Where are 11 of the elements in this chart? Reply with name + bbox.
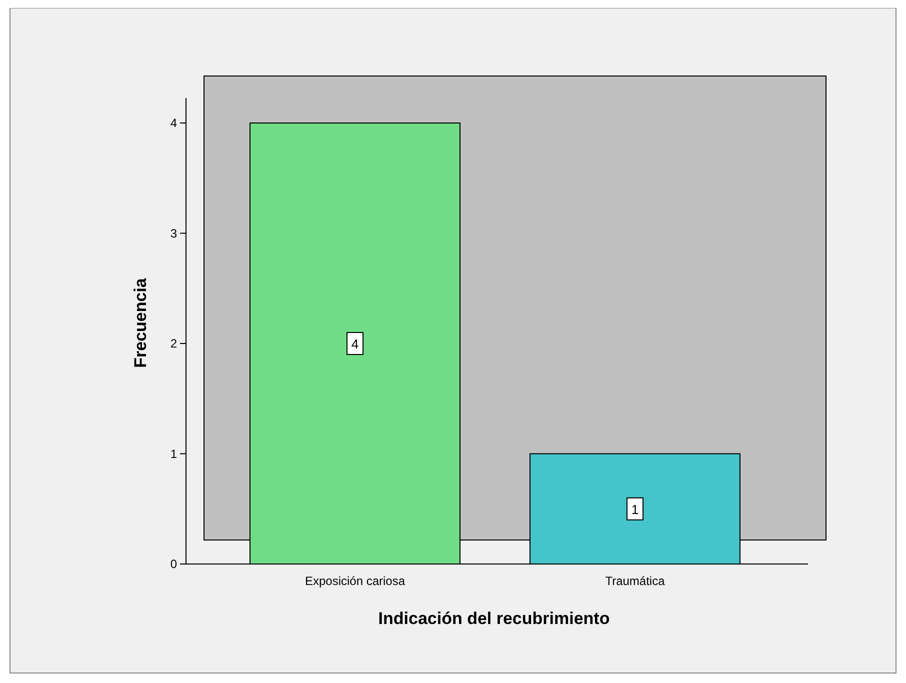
x-axis-title: Indicación del recubrimiento xyxy=(378,609,610,628)
data-label: 1 xyxy=(631,502,639,517)
y-tick-label: 0 xyxy=(170,557,178,571)
y-tick-label: 3 xyxy=(170,226,178,240)
y-tick-label: 4 xyxy=(170,116,178,130)
data-label: 4 xyxy=(351,336,359,352)
x-tick-label: Exposición cariosa xyxy=(304,574,406,588)
y-tick-label: 1 xyxy=(170,446,178,461)
x-tick-label: Traumática xyxy=(605,574,666,588)
y-tick-label: 2 xyxy=(170,336,178,350)
y-axis-title: Frecuencia xyxy=(131,278,150,368)
